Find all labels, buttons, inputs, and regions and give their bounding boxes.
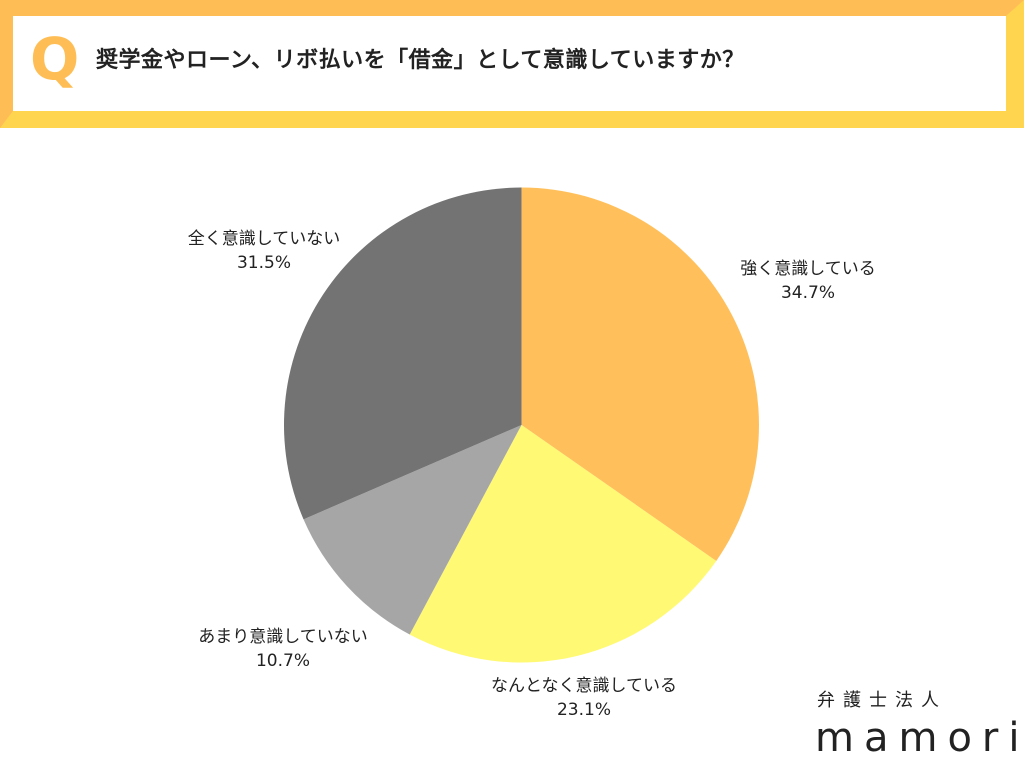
slice-strongly-aware xyxy=(521,187,759,561)
slice-somewhat-aware xyxy=(409,425,717,663)
label-percent: 34.7% xyxy=(780,283,835,303)
label-name: なんとなく意識している xyxy=(491,676,677,696)
label-somewhat-aware: なんとなく意識している 23.1% xyxy=(491,674,677,722)
slice-not-very-aware xyxy=(303,425,522,635)
question-title: 奨学金やローン、リボ払いを「借金」として意識していますか？ xyxy=(96,48,745,73)
slice-not-aware-at-all xyxy=(284,187,522,520)
label-not-very-aware: あまり意識していない 10.7% xyxy=(198,625,368,673)
logo-subtitle: 弁護士法人 xyxy=(817,690,947,711)
label-not-aware-at-all: 全く意識していない 31.5% xyxy=(188,227,341,275)
banner-top-border xyxy=(0,0,1024,16)
question-box: Q 奨学金やローン、リボ払いを「借金」として意識していますか？ xyxy=(13,16,1006,111)
label-percent: 31.5% xyxy=(236,253,291,273)
label-strongly-aware: 強く意識している 34.7% xyxy=(740,257,876,305)
question-banner: Q 奨学金やローン、リボ払いを「借金」として意識していますか？ xyxy=(0,0,1024,128)
logo-wordmark: mamori xyxy=(815,715,1024,761)
label-percent: 10.7% xyxy=(255,651,310,671)
label-name: 強く意識している xyxy=(740,259,876,279)
label-percent: 23.1% xyxy=(556,700,612,720)
label-name: 全く意識していない xyxy=(187,229,341,249)
mamori-logo: 弁護士法人 mamori xyxy=(815,688,1024,761)
label-name: あまり意識していない xyxy=(198,627,368,647)
q-icon: Q xyxy=(30,25,80,93)
banner-left-border xyxy=(0,0,13,128)
